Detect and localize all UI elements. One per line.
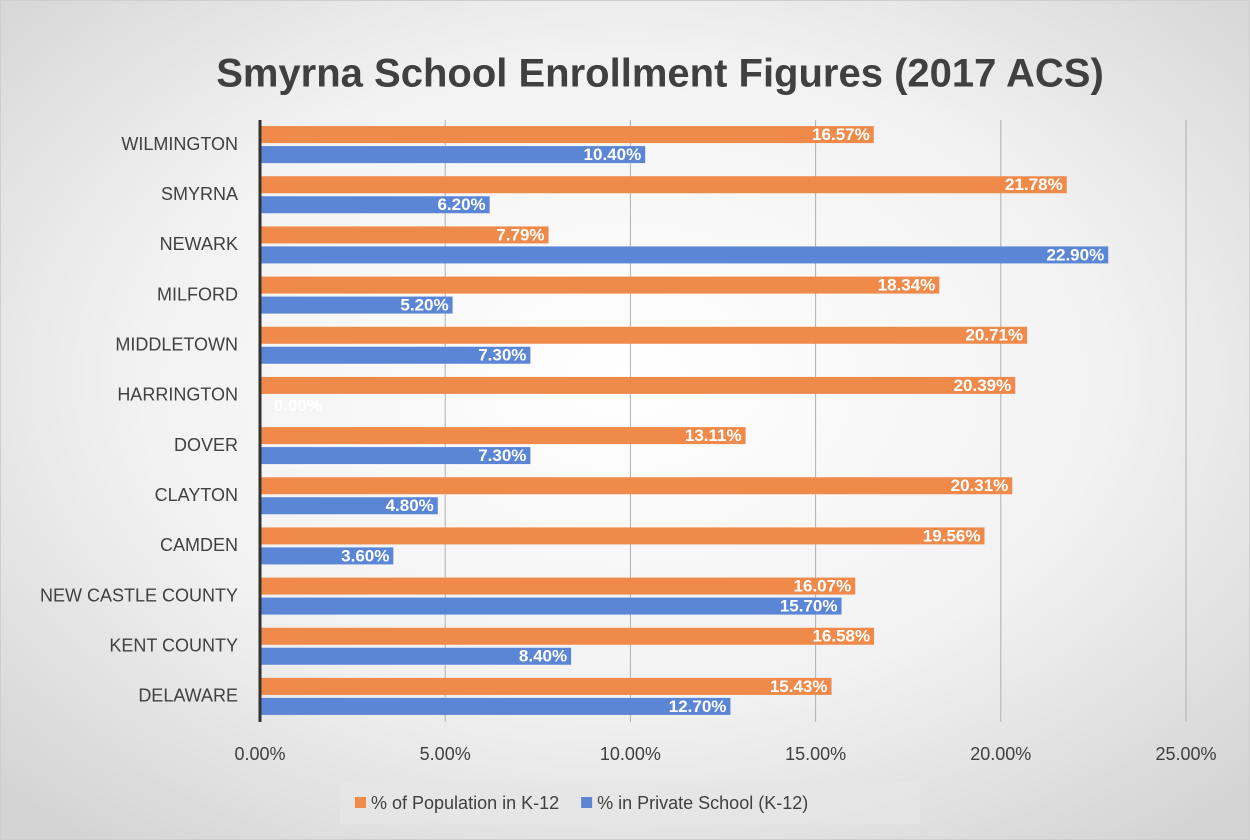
bar	[260, 427, 746, 445]
data-label: 16.58%	[812, 627, 870, 646]
data-label: 18.34%	[878, 276, 936, 295]
legend-label: % of Population in K-12	[371, 793, 559, 813]
bar	[260, 547, 394, 565]
data-label: 16.07%	[794, 577, 852, 596]
chart-title: Smyrna School Enrollment Figures (2017 A…	[216, 52, 1104, 96]
bar	[260, 176, 1067, 194]
bar	[260, 376, 1016, 394]
data-label: 13.11%	[685, 426, 742, 445]
data-label: 20.39%	[954, 376, 1012, 395]
bar	[260, 196, 490, 214]
bar	[260, 146, 646, 164]
data-label: 16.57%	[812, 125, 870, 144]
bar	[260, 647, 572, 665]
data-label: 4.80%	[386, 496, 434, 515]
y-tick-label: CAMDEN	[160, 535, 238, 555]
bar	[260, 226, 549, 244]
y-tick-label: MILFORD	[157, 284, 238, 304]
data-label: 5.20%	[400, 296, 448, 315]
bar	[260, 246, 1109, 264]
data-label: 8.40%	[519, 647, 567, 666]
legend-box	[340, 782, 920, 824]
bar	[260, 697, 731, 715]
y-tick-label: DOVER	[174, 435, 238, 455]
legend-swatch	[581, 797, 593, 808]
bar	[260, 577, 856, 595]
data-label: 10.40%	[584, 145, 642, 164]
data-label: 20.31%	[951, 476, 1009, 495]
y-tick-label: HARRINGTON	[117, 385, 238, 405]
data-label: 20.71%	[965, 326, 1023, 345]
bar	[260, 627, 875, 645]
bar	[260, 527, 985, 545]
x-tick-label: 20.00%	[970, 744, 1031, 764]
data-label: 3.60%	[341, 546, 389, 565]
data-label: 15.70%	[780, 597, 838, 616]
y-tick-label: MIDDLETOWN	[115, 335, 238, 355]
x-tick-label: 0.00%	[234, 744, 285, 764]
bar	[260, 126, 874, 144]
bar	[260, 477, 1013, 495]
x-tick-label: 25.00%	[1155, 744, 1216, 764]
data-label: 7.30%	[478, 446, 526, 465]
bar	[260, 677, 832, 695]
data-label: 12.70%	[669, 697, 727, 716]
data-label: 7.30%	[478, 346, 526, 365]
y-tick-label: SMYRNA	[161, 184, 238, 204]
y-tick-label: WILMINGTON	[121, 134, 238, 154]
bar	[260, 597, 842, 615]
bar	[260, 346, 531, 364]
y-tick-label: DELAWARE	[138, 686, 238, 706]
bar	[260, 497, 438, 515]
data-label: 22.90%	[1047, 245, 1105, 264]
data-label: 15.43%	[770, 677, 828, 696]
y-tick-label: KENT COUNTY	[109, 636, 238, 656]
y-tick-label: NEW CASTLE COUNTY	[40, 585, 238, 605]
data-label: 6.20%	[437, 195, 485, 214]
bar	[260, 447, 531, 465]
bar	[260, 326, 1028, 344]
bar	[260, 296, 453, 314]
y-tick-label: CLAYTON	[155, 485, 238, 505]
x-tick-label: 10.00%	[600, 744, 661, 764]
legend-label: % in Private School (K-12)	[597, 793, 808, 813]
bar	[260, 276, 940, 294]
data-label: 7.79%	[496, 225, 544, 244]
data-label: 21.78%	[1005, 175, 1063, 194]
x-tick-label: 15.00%	[785, 744, 846, 764]
y-tick-label: NEWARK	[160, 234, 238, 254]
data-label: 0.00%	[274, 396, 322, 415]
legend-swatch	[355, 797, 366, 808]
data-label: 19.56%	[923, 526, 981, 545]
x-tick-label: 5.00%	[420, 744, 471, 764]
